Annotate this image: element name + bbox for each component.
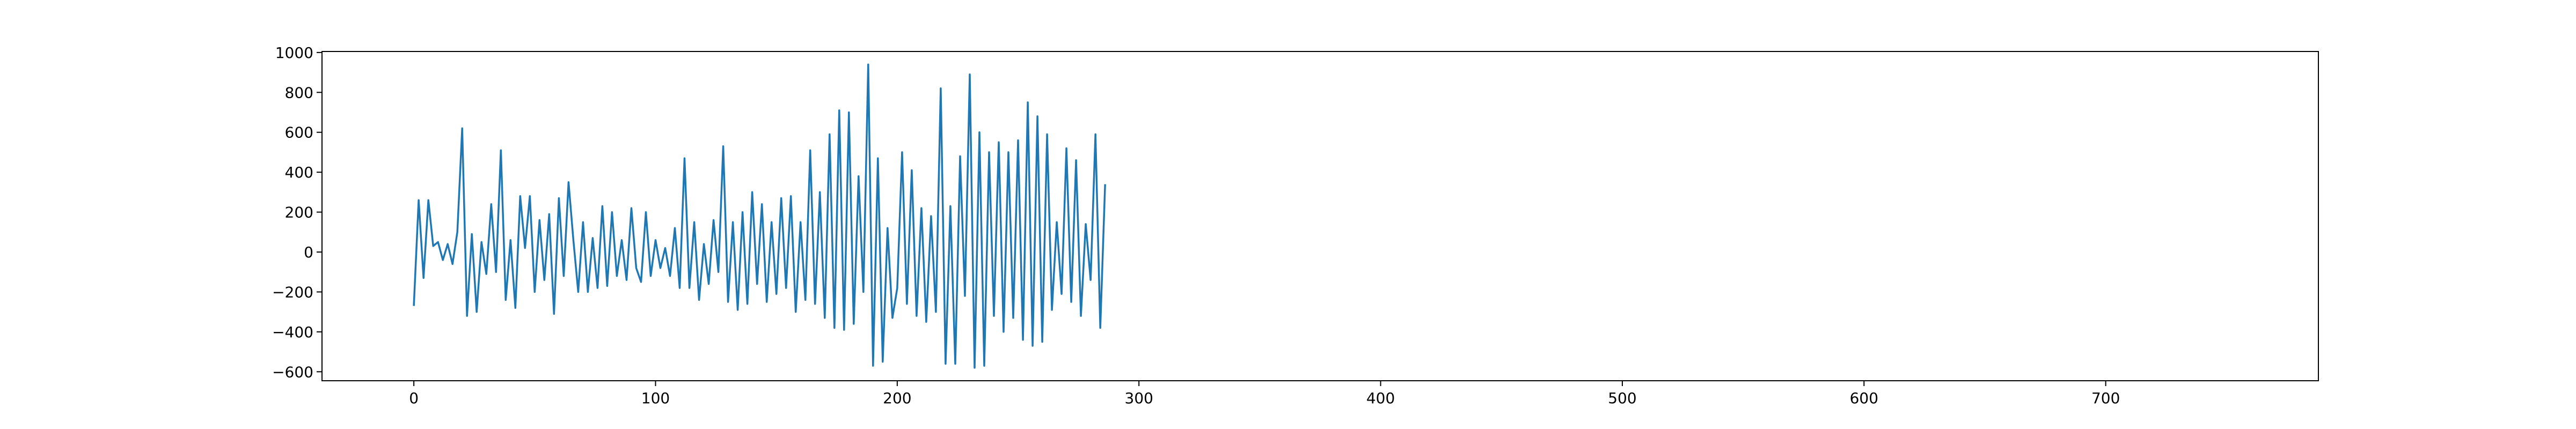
y-tick-label: 400 xyxy=(285,164,313,181)
x-tick-label: 0 xyxy=(409,389,419,407)
y-tick-label: 800 xyxy=(285,84,313,101)
y-tick-label: 200 xyxy=(285,204,313,221)
x-tick-label: 100 xyxy=(641,389,670,407)
plot-frame xyxy=(321,51,2319,381)
x-tick-label: 500 xyxy=(1608,389,1636,407)
x-tick-label: 700 xyxy=(2091,389,2120,407)
x-tick-label: 200 xyxy=(883,389,911,407)
series-line xyxy=(413,63,1106,369)
y-tick-label: −600 xyxy=(272,363,313,381)
y-tick-label: 600 xyxy=(285,124,313,142)
x-tick-label: 600 xyxy=(1850,389,1878,407)
y-axis: −600 −400 −200 0 200 400 600 800 1000 xyxy=(272,44,322,381)
plot-area xyxy=(322,51,2318,381)
x-tick-label: 300 xyxy=(1125,389,1153,407)
y-tick-label: −400 xyxy=(272,323,313,341)
y-tick-label: 1000 xyxy=(275,44,313,62)
y-tick-label: 0 xyxy=(304,243,313,261)
y-tick-label: −200 xyxy=(272,283,313,301)
x-tick-label: 400 xyxy=(1366,389,1395,407)
series-group xyxy=(413,63,1106,369)
x-axis: 0 100 200 300 400 500 600 700 xyxy=(409,381,2120,407)
